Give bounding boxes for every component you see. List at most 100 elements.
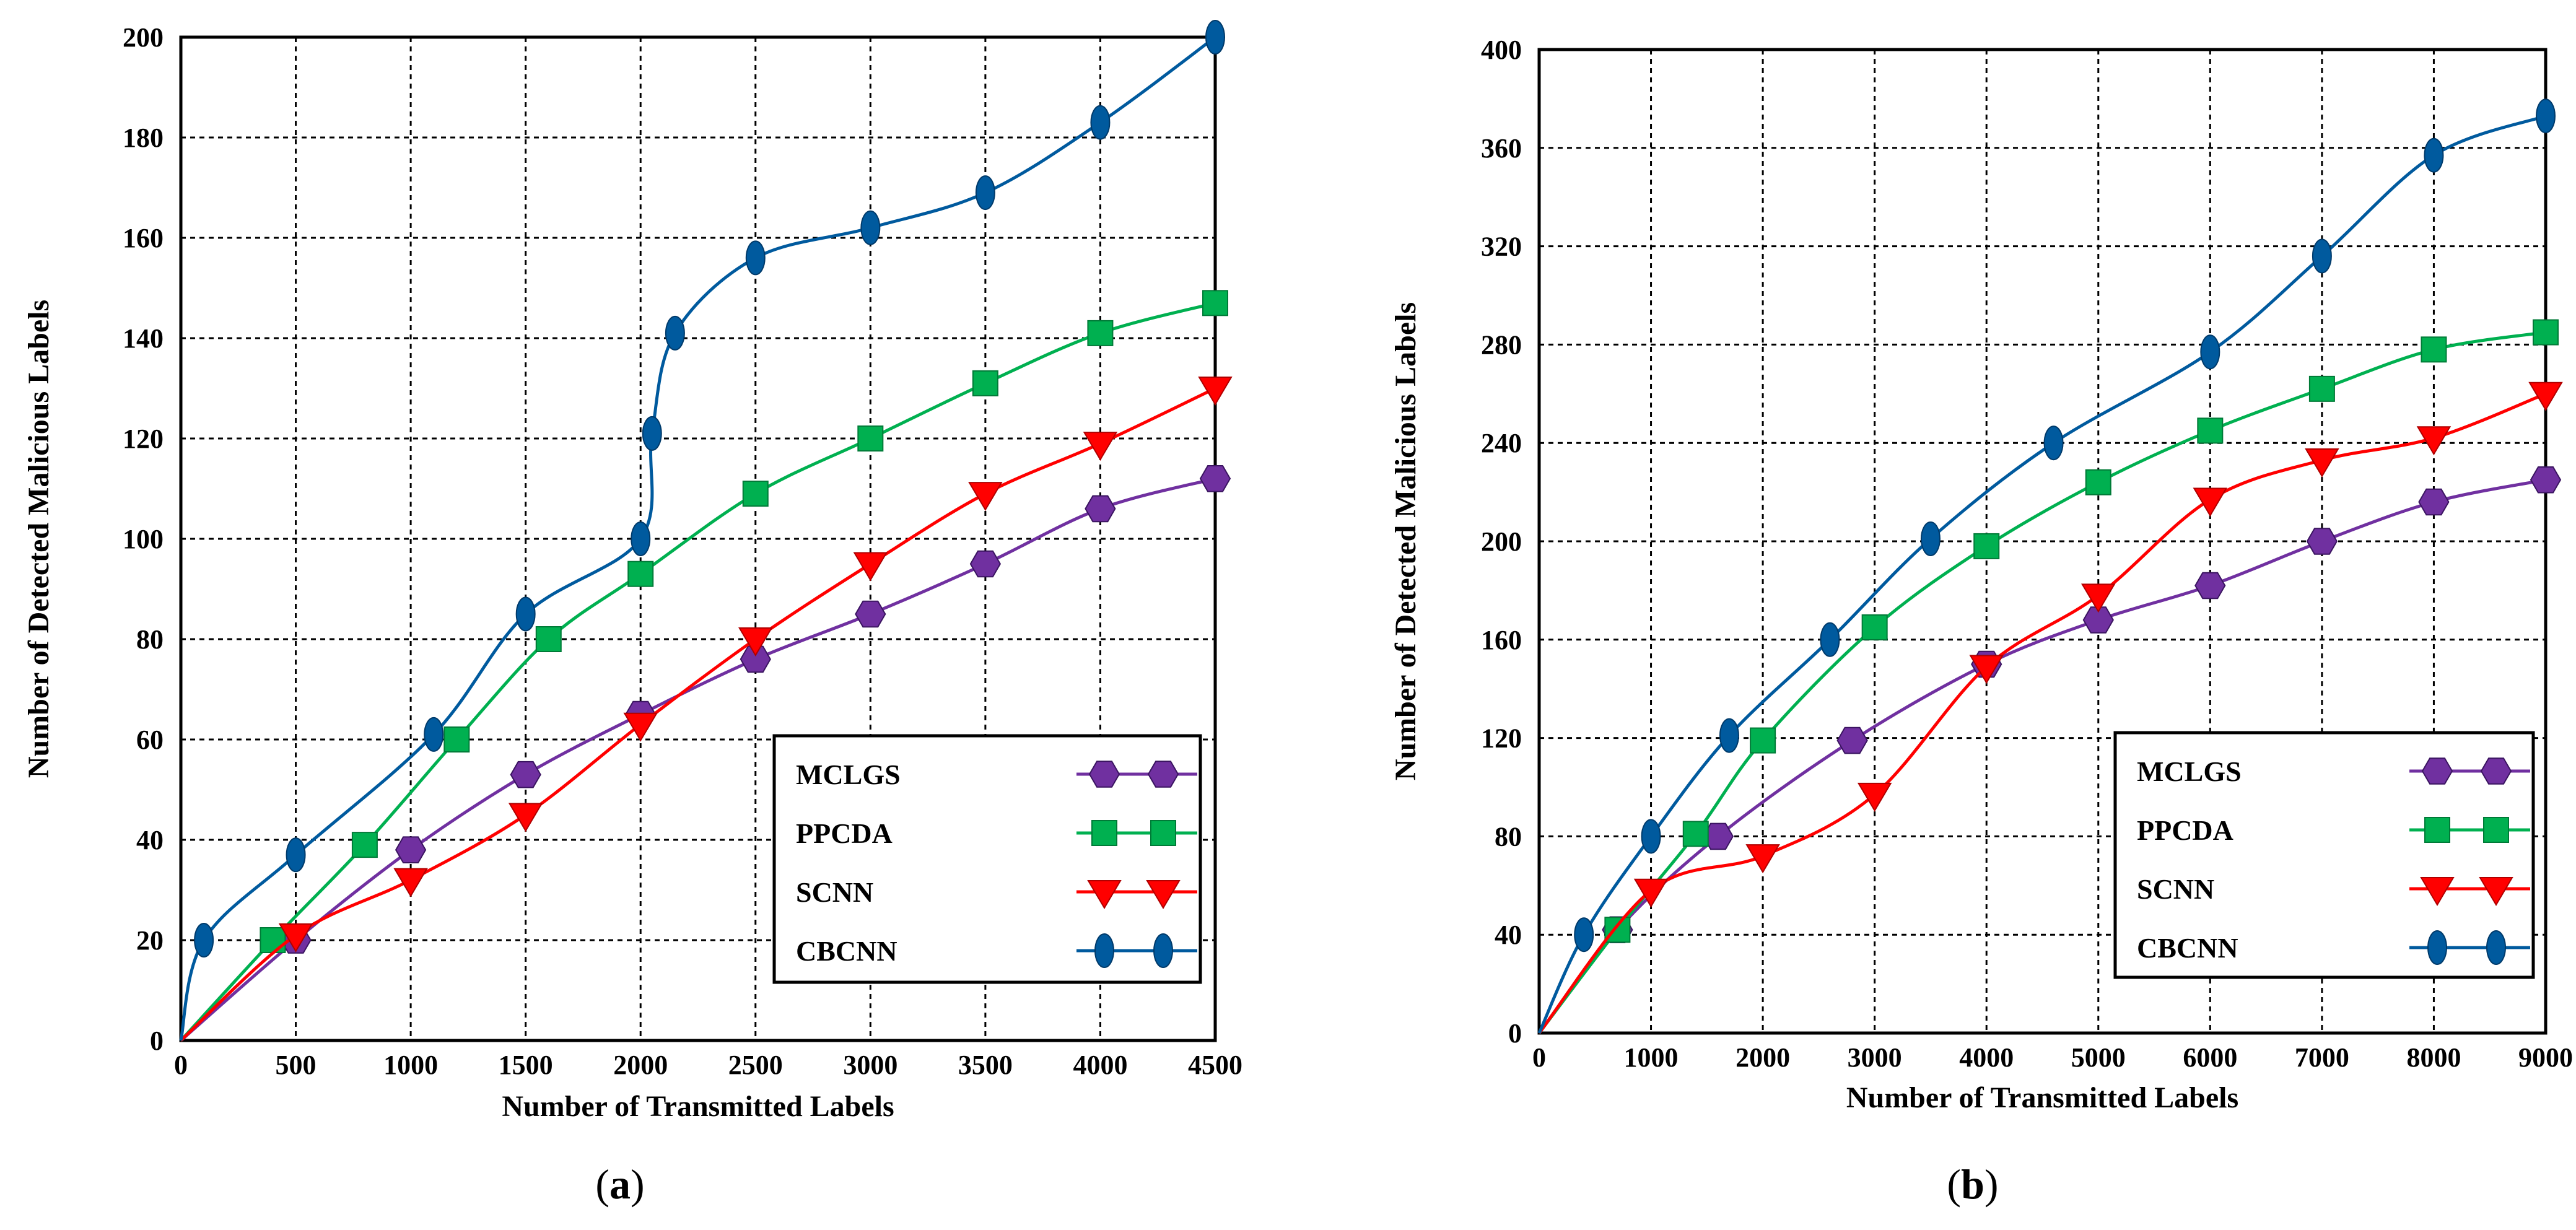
legend-marker-mclgs	[2421, 757, 2453, 785]
y-tick-label: 200	[1481, 526, 1522, 557]
data-point-ppcda	[443, 726, 470, 752]
data-point-ppcda	[972, 370, 998, 396]
legend-marker-cbcnn	[2427, 930, 2447, 965]
x-tick-label: 1000	[1624, 1042, 1679, 1073]
series-line-scnn	[180, 386, 1216, 1042]
legend-marker-cbcnn	[1153, 933, 1173, 968]
data-point-cbcnn	[1641, 819, 1661, 854]
x-tick-label: 3500	[958, 1050, 1013, 1080]
legend-marker-ppcda	[1091, 820, 1117, 846]
data-point-scnn	[2416, 426, 2452, 456]
x-tick-label: 0	[174, 1050, 188, 1080]
data-point-mclgs	[740, 645, 771, 673]
data-point-mclgs	[1836, 726, 1868, 754]
y-tick-label: 60	[136, 725, 164, 755]
legend: MCLGS PPCDA SCNN CBCNN	[772, 734, 1202, 984]
series-line-scnn	[1538, 392, 2546, 1034]
data-point-mclgs	[1199, 465, 1231, 492]
data-point-cbcnn	[975, 175, 995, 211]
data-point-cbcnn	[2200, 334, 2220, 370]
legend-label-ppcda: PPCDA	[2137, 814, 2233, 846]
data-point-scnn	[1198, 377, 1233, 406]
y-tick-label: 120	[123, 424, 164, 454]
x-tick-label: 1500	[499, 1050, 553, 1080]
data-point-cbcnn	[286, 837, 306, 873]
legend: MCLGS PPCDA SCNN CBCNN	[2113, 731, 2535, 979]
data-point-ppcda	[260, 927, 286, 953]
data-point-cbcnn	[2536, 98, 2556, 134]
x-tick-label: 7000	[2295, 1042, 2349, 1073]
legend-marker-scnn	[1146, 880, 1181, 909]
data-point-cbcnn	[1719, 718, 1739, 753]
data-point-cbcnn	[642, 416, 662, 451]
chart-panel-a: 0 500 1000 1500 2000 2500 3000 3500 4000 4500 0 20 4…	[22, 20, 1242, 1208]
data-point-ppcda	[857, 425, 884, 451]
legend-label-cbcnn: CBCNN	[2137, 932, 2238, 964]
plot-frame	[179, 35, 1217, 1042]
x-tick-label: 500	[276, 1050, 317, 1080]
data-point-cbcnn	[1820, 622, 1840, 657]
data-point-ppcda	[1682, 821, 1709, 847]
data-point-scnn	[853, 552, 888, 582]
data-point-scnn	[1857, 782, 1892, 812]
data-point-scnn	[2081, 583, 2116, 613]
data-point-ppcda	[1750, 727, 1776, 754]
data-point-mclgs	[2530, 466, 2562, 494]
y-tick-label: 0	[1508, 1018, 1522, 1049]
x-tick-label: 0	[1532, 1042, 1546, 1073]
legend-box	[2113, 731, 2535, 979]
data-point-scnn	[738, 627, 773, 656]
data-point-scnn	[508, 803, 543, 832]
data-point-mclgs	[855, 600, 886, 628]
panel-caption: (a)	[595, 1161, 644, 1208]
data-point-ppcda	[1973, 533, 2000, 559]
y-tick-label: 80	[1495, 821, 1522, 852]
data-point-mclgs	[2194, 572, 2226, 600]
data-point-ppcda	[627, 560, 654, 587]
data-point-ppcda	[2533, 319, 2559, 346]
x-axis-label: Number of Transmitted Labels	[1846, 1081, 2238, 1114]
data-point-scnn	[393, 868, 428, 897]
y-tick-label: 120	[1481, 723, 1522, 754]
y-tick-label: 280	[1481, 329, 1522, 360]
data-point-cbcnn	[1090, 105, 1111, 140]
y-tick-label: 140	[123, 323, 164, 354]
y-tick-label: 40	[136, 825, 164, 855]
y-tick-label: 40	[1495, 920, 1522, 950]
legend-box	[772, 734, 1202, 984]
data-point-mclgs	[2306, 528, 2338, 555]
y-tick-label: 100	[123, 524, 164, 554]
data-point-ppcda	[2085, 469, 2111, 495]
legend-marker-mclgs	[2480, 757, 2512, 785]
y-tick-label: 180	[123, 123, 164, 153]
x-tick-label: 6000	[2183, 1042, 2237, 1073]
data-point-ppcda	[1202, 290, 1228, 316]
data-point-ppcda	[1087, 320, 1114, 346]
data-point-mclgs	[1085, 495, 1116, 523]
y-tick-label: 320	[1481, 232, 1522, 262]
data-point-cbcnn	[515, 596, 536, 632]
data-point-cbcnn	[2312, 238, 2332, 274]
data-point-ppcda	[742, 481, 769, 507]
legend-marker-mclgs	[1088, 761, 1120, 788]
legend-marker-cbcnn	[2486, 930, 2506, 965]
x-tick-label: 4000	[1073, 1050, 1127, 1080]
x-tick-label: 4500	[1188, 1050, 1242, 1080]
data-point-ppcda	[351, 832, 378, 858]
legend-marker-ppcda	[2424, 817, 2450, 843]
x-axis-label: Number of Transmitted Labels	[502, 1090, 894, 1123]
x-tick-label: 4000	[1959, 1042, 2014, 1073]
data-point-cbcnn	[194, 923, 214, 957]
legend-label-ppcda: PPCDA	[796, 818, 893, 849]
data-point-mclgs	[2418, 488, 2450, 516]
series-line-cbcnn	[1537, 114, 2546, 1034]
y-tick-label: 80	[136, 624, 164, 655]
y-tick-label: 160	[1481, 625, 1522, 655]
x-tick-label: 5000	[2071, 1042, 2126, 1073]
plot-frame	[1537, 48, 2548, 1035]
data-point-scnn	[623, 712, 658, 742]
legend-marker-scnn	[1087, 880, 1122, 909]
y-tick-label: 20	[136, 925, 164, 956]
data-point-ppcda	[2308, 375, 2335, 402]
data-point-mclgs	[2082, 606, 2114, 634]
